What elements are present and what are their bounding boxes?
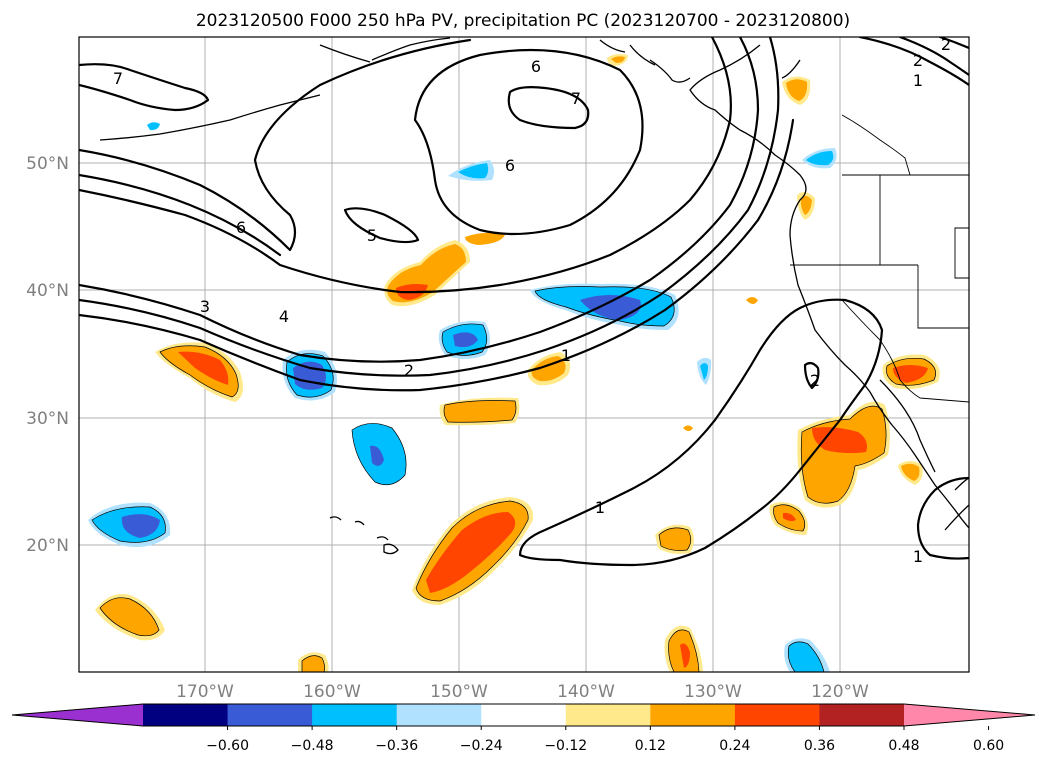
contour-label: 1	[561, 346, 571, 365]
contour-label: 5	[367, 226, 377, 245]
contour-label: 6	[236, 218, 246, 237]
figure-title: 2023120500 F000 250 hPa PV, precipitatio…	[196, 11, 850, 31]
colorbar-tick-label: 0.36	[804, 738, 835, 754]
colorbar-outline	[11, 703, 1036, 727]
lat-label: 40°N	[26, 281, 69, 301]
contour-label: 7	[113, 69, 123, 88]
precip-negative-area	[88, 122, 837, 672]
colorbar-tick-label: −0.60	[206, 738, 249, 754]
lat-label: 50°N	[26, 154, 69, 174]
political-borders	[790, 114, 969, 403]
colorbar-segment	[734, 704, 820, 726]
colorbar-segment	[481, 704, 567, 726]
contour-label: 2	[404, 361, 414, 380]
contour-label: 1	[913, 547, 923, 566]
contour-label: 2	[810, 371, 820, 390]
colorbar-tick-label: 0.12	[635, 738, 666, 754]
pv-contour-labels: 7 6 7 6 6 5 3 4 2 1 1 2 2 1 1 2	[113, 35, 951, 566]
lat-label: 30°N	[26, 409, 69, 429]
map-frame	[78, 36, 970, 673]
latitude-labels: 50°N 40°N 30°N 20°N	[26, 154, 69, 556]
map-panel: 7 6 7 6 6 5 3 4 2 1 1 2 2 1 1 2	[79, 35, 969, 672]
colorbar-extend-high	[904, 704, 1035, 726]
lon-label: 150°W	[430, 682, 488, 702]
colorbar-segment	[227, 704, 313, 726]
contour-label: 7	[571, 89, 581, 108]
contour-label: 1	[595, 498, 605, 517]
contour-label: 6	[505, 156, 515, 175]
colorbar-segment	[143, 704, 229, 726]
colorbar-segment	[396, 704, 482, 726]
lon-label: 170°W	[176, 682, 234, 702]
contour-label: 2	[913, 51, 923, 70]
lon-label: 160°W	[303, 682, 361, 702]
colorbar: −0.60 −0.48 −0.36 −0.24 −0.12 0.12 0.24 0.36 0.4…	[11, 703, 1036, 754]
contour-label: 4	[279, 307, 289, 326]
longitude-labels: 170°W 160°W 150°W 140°W 130°W 120°W	[176, 682, 869, 702]
contour-label: 3	[200, 297, 210, 316]
lat-label: 20°N	[26, 536, 69, 556]
colorbar-tick-label: 0.60	[973, 738, 1004, 754]
colorbar-extend-low	[12, 704, 143, 726]
pv-contours	[79, 37, 969, 567]
colorbar-segment	[565, 704, 651, 726]
precip-positive-area	[95, 54, 940, 672]
contour-label: 2	[941, 35, 951, 54]
colorbar-tick-label: −0.48	[291, 738, 334, 754]
contour-label: 6	[531, 57, 541, 76]
precipitation-shading	[88, 54, 940, 672]
contour-label: 1	[913, 71, 923, 90]
colorbar-tick-label: 0.48	[888, 738, 919, 754]
colorbar-segment	[312, 704, 398, 726]
colorbar-segment	[819, 704, 905, 726]
colorbar-tick-label: −0.24	[460, 738, 503, 754]
colorbar-tick-label: −0.12	[544, 738, 587, 754]
lon-label: 130°W	[684, 682, 742, 702]
colorbar-tick-label: −0.36	[375, 738, 418, 754]
lon-label: 120°W	[811, 682, 869, 702]
colorbar-segment	[650, 704, 736, 726]
lon-label: 140°W	[557, 682, 615, 702]
colorbar-tick-label: 0.24	[719, 738, 750, 754]
